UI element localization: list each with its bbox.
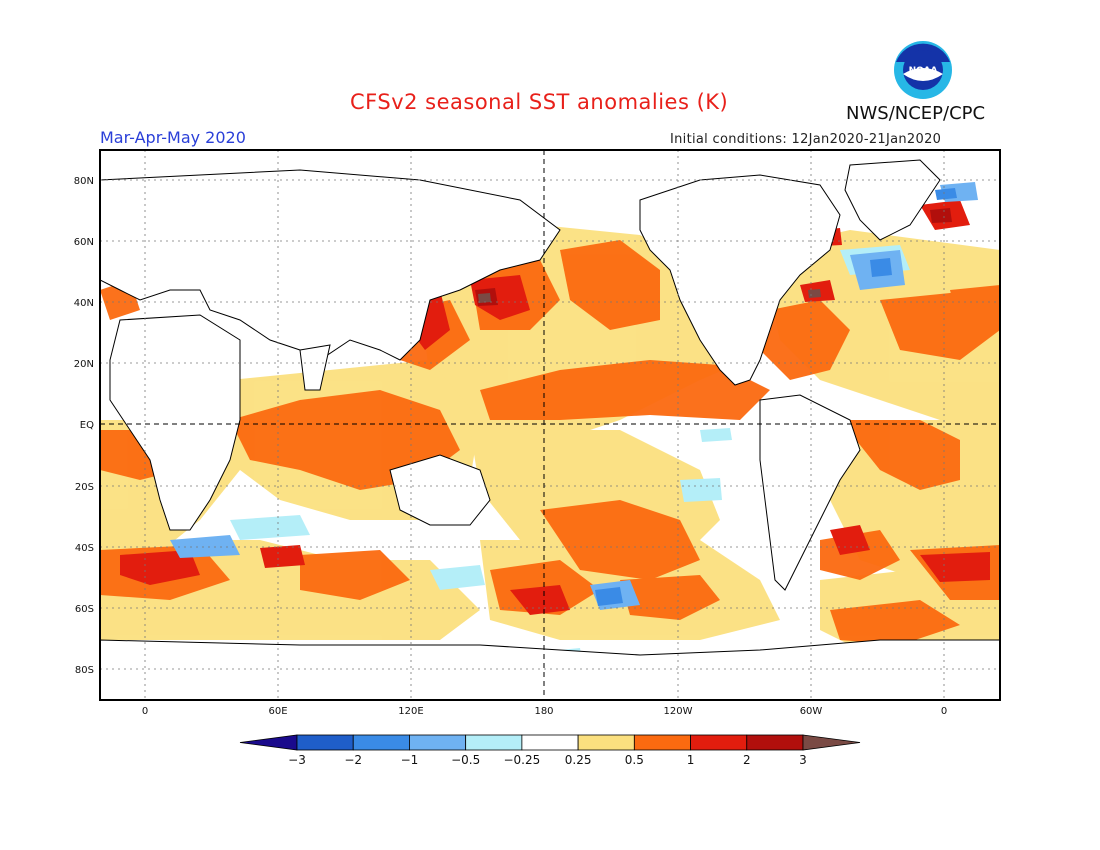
map-title: CFSv2 seasonal SST anomalies (K) bbox=[350, 90, 729, 114]
lat-label: 20N bbox=[74, 359, 94, 370]
colorbar-label: 3 bbox=[799, 753, 807, 767]
colorbar-label: 1 bbox=[687, 753, 695, 767]
colorbar-label: −2 bbox=[344, 753, 362, 767]
lon-label: 60W bbox=[800, 706, 823, 717]
lon-label: 0 bbox=[142, 706, 148, 717]
colorbar-max-triangle bbox=[802, 734, 861, 751]
colorbar: −3 −2 −1 −0.5 −0.25 0.25 0.5 1 2 3 bbox=[239, 734, 861, 767]
agency-label: NWS/NCEP/CPC bbox=[846, 103, 986, 124]
longitude-labels: 0 60E 120E 180 120W 60W 0 bbox=[142, 706, 947, 717]
colorbar-box bbox=[352, 734, 410, 751]
colorbar-label: 2 bbox=[743, 753, 751, 767]
lon-label: 0 bbox=[941, 706, 947, 717]
colorbar-label: 0.5 bbox=[625, 753, 644, 767]
colorbar-box bbox=[409, 734, 467, 751]
colorbar-label: −0.25 bbox=[503, 753, 540, 767]
lon-label: 120E bbox=[398, 706, 423, 717]
lat-label: 80N bbox=[74, 176, 94, 187]
colorbar-box bbox=[746, 734, 804, 751]
lon-label: 180 bbox=[534, 706, 553, 717]
lat-label: 20S bbox=[75, 482, 94, 493]
colorbar-label: 0.25 bbox=[565, 753, 592, 767]
colorbar-box bbox=[296, 734, 354, 751]
lat-label: 60S bbox=[75, 604, 94, 615]
svg-text:NOAA: NOAA bbox=[909, 66, 938, 76]
colorbar-box bbox=[577, 734, 635, 751]
lat-label: 60N bbox=[74, 237, 94, 248]
initial-conditions-label: Initial conditions: 12Jan2020-21Jan2020 bbox=[670, 132, 942, 147]
colorbar-min-triangle bbox=[239, 734, 298, 751]
lon-label: 120W bbox=[664, 706, 693, 717]
anomaly-field bbox=[100, 150, 1000, 700]
colorbar-box bbox=[465, 734, 523, 751]
colorbar-label: −0.5 bbox=[451, 753, 480, 767]
colorbar-box bbox=[690, 734, 748, 751]
lat-label: 40N bbox=[74, 298, 94, 309]
latitude-labels: 80N 60N 40N 20N EQ 20S 40S 60S 80S bbox=[74, 176, 94, 676]
colorbar-label: −3 bbox=[288, 753, 306, 767]
map-frame bbox=[99, 149, 1001, 701]
noaa-logo: NOAA bbox=[894, 41, 952, 99]
colorbar-label: −1 bbox=[401, 753, 419, 767]
lon-label: 60E bbox=[268, 706, 287, 717]
season-label: Mar-Apr-May 2020 bbox=[100, 128, 246, 147]
lat-label: 40S bbox=[75, 543, 94, 554]
colorbar-box bbox=[521, 734, 579, 751]
lat-label: 80S bbox=[75, 665, 94, 676]
map-gridlines bbox=[100, 150, 1000, 700]
colorbar-box bbox=[633, 734, 691, 751]
equator-dateline bbox=[100, 150, 1000, 700]
lat-label: EQ bbox=[80, 420, 94, 431]
